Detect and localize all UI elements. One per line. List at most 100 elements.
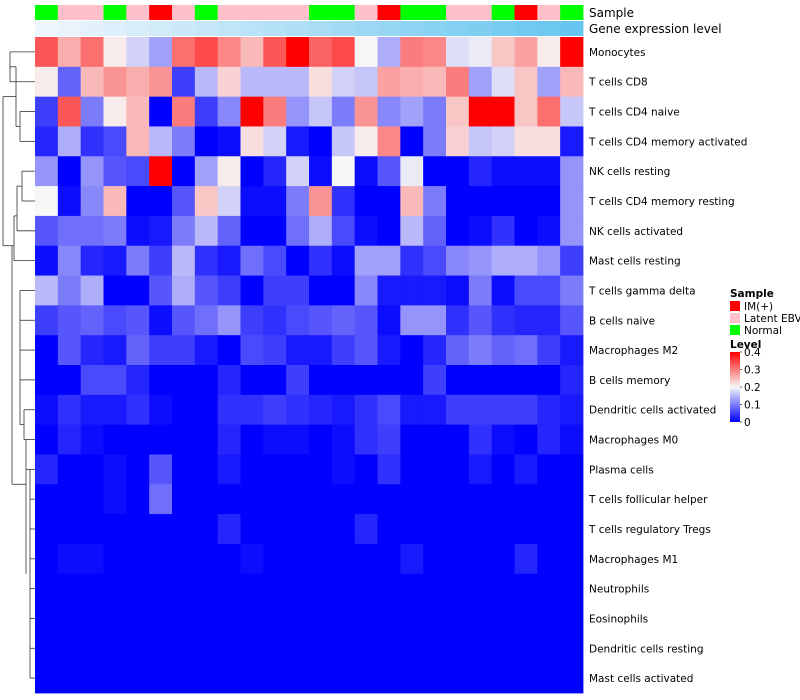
- heatmap-cell: [331, 156, 356, 187]
- heatmap-cell: [57, 454, 82, 485]
- heatmap-cell: [423, 424, 447, 455]
- heatmap-cell: [537, 424, 561, 455]
- heatmap-cell: [217, 633, 241, 664]
- heatmap-cell: [309, 186, 333, 217]
- row-label: Macrophages M2: [589, 345, 678, 357]
- heatmap-cell: [514, 394, 538, 426]
- heatmap-cell: [537, 275, 561, 306]
- expression-track-cell: [149, 21, 173, 36]
- heatmap-cell: [491, 156, 515, 187]
- row-label: T cells CD8: [588, 77, 648, 89]
- heatmap-cell: [240, 484, 264, 515]
- heatmap-cell: [263, 245, 287, 276]
- heatmap-cell: [400, 484, 424, 515]
- heatmap-cell: [263, 573, 287, 604]
- heatmap-cell: [491, 96, 515, 127]
- heatmap-cell: [172, 186, 196, 217]
- heatmap-cell: [377, 66, 401, 98]
- heatmap-cell: [103, 484, 127, 515]
- heatmap-cell: [35, 96, 59, 127]
- heatmap-cell: [354, 215, 378, 247]
- heatmap-cell: [217, 394, 241, 426]
- heatmap-cells: [35, 37, 584, 694]
- heatmap-cell: [217, 96, 241, 127]
- heatmap-cell: [446, 543, 470, 575]
- sample-legend-title: Sample: [730, 288, 774, 300]
- heatmap-cell: [194, 96, 219, 127]
- heatmap-cell: [377, 186, 401, 217]
- heatmap-cell: [103, 365, 127, 396]
- sample-track-cell: [331, 5, 356, 20]
- expression-track-cell: [263, 21, 287, 36]
- heatmap-cell: [468, 335, 493, 366]
- heatmap-cell: [172, 305, 196, 336]
- heatmap-cell: [560, 543, 584, 575]
- heatmap-cell: [286, 66, 310, 98]
- heatmap-cell: [560, 66, 584, 98]
- heatmap-cell: [377, 96, 401, 127]
- heatmap-cell: [468, 663, 493, 694]
- heatmap-cell: [491, 335, 515, 366]
- heatmap-cell: [400, 394, 424, 426]
- heatmap-cell: [537, 305, 561, 336]
- heatmap-cell: [240, 96, 264, 127]
- heatmap-cell: [491, 245, 515, 276]
- heatmap-cell: [126, 454, 150, 485]
- heatmap-cell: [57, 663, 82, 694]
- heatmap-cell: [537, 37, 561, 68]
- sample-track-cell: [377, 5, 401, 20]
- heatmap-cell: [468, 573, 493, 604]
- heatmap-cell: [194, 603, 219, 634]
- heatmap-cell: [423, 365, 447, 396]
- heatmap-cell: [560, 424, 584, 455]
- heatmap-cell: [468, 156, 493, 187]
- heatmap-cell: [103, 514, 127, 545]
- heatmap-cell: [514, 275, 538, 306]
- heatmap-cell: [103, 573, 127, 604]
- heatmap-cell: [80, 66, 104, 98]
- heatmap-cell: [57, 603, 82, 634]
- heatmap-cell: [149, 335, 173, 366]
- heatmap-cell: [172, 96, 196, 127]
- heatmap-cell: [468, 305, 493, 336]
- sample-legend-swatch: [730, 325, 740, 335]
- heatmap-cell: [514, 156, 538, 187]
- heatmap-cell: [103, 543, 127, 575]
- heatmap-cell: [57, 365, 82, 396]
- heatmap-cell: [126, 37, 150, 68]
- sample-track-cell: [514, 5, 538, 20]
- heatmap-cell: [377, 394, 401, 426]
- heatmap-cell: [400, 335, 424, 366]
- heatmap-cell: [194, 126, 219, 157]
- heatmap-cell: [217, 424, 241, 455]
- heatmap-cell: [537, 156, 561, 187]
- heatmap-cell: [446, 37, 470, 68]
- heatmap-cell: [103, 305, 127, 336]
- heatmap-cell: [240, 305, 264, 336]
- heatmap-cell: [103, 156, 127, 187]
- heatmap-cell: [194, 186, 219, 217]
- heatmap-cell: [331, 633, 356, 664]
- heatmap-cell: [286, 514, 310, 545]
- heatmap-cell: [309, 215, 333, 247]
- heatmap-cell: [172, 543, 196, 575]
- heatmap-cell: [446, 484, 470, 515]
- heatmap-cell: [126, 633, 150, 664]
- heatmap-cell: [514, 126, 538, 157]
- heatmap-cell: [377, 275, 401, 306]
- expression-track-cell: [57, 21, 82, 36]
- heatmap-cell: [80, 186, 104, 217]
- heatmap-cell: [217, 126, 241, 157]
- heatmap-cell: [80, 633, 104, 664]
- heatmap-cell: [286, 96, 310, 127]
- heatmap-cell: [560, 126, 584, 157]
- heatmap-cell: [514, 66, 538, 98]
- heatmap-cell: [537, 186, 561, 217]
- heatmap-cell: [491, 186, 515, 217]
- heatmap-cell: [354, 633, 378, 664]
- heatmap-cell: [423, 66, 447, 98]
- heatmap-cell: [126, 275, 150, 306]
- heatmap-cell: [240, 66, 264, 98]
- heatmap-cell: [35, 543, 59, 575]
- heatmap-cell: [446, 394, 470, 426]
